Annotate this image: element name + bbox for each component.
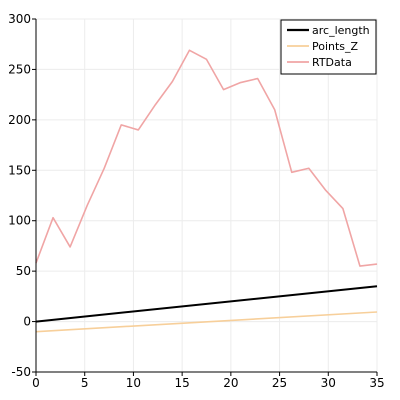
y-tick-label: 150 <box>8 163 31 177</box>
legend-label: arc_length <box>312 24 370 37</box>
x-tick-label: 20 <box>223 376 238 390</box>
x-tick-label: 35 <box>369 376 384 390</box>
x-tick-label: 10 <box>126 376 141 390</box>
series-line-arc-length <box>35 285 378 323</box>
y-tick-label: 0 <box>23 315 31 329</box>
x-tick-label: 0 <box>32 376 40 390</box>
axes <box>32 18 378 376</box>
y-tick-label: 300 <box>8 12 31 26</box>
legend: arc_length Points_Z RTData <box>280 19 377 75</box>
x-tick-label: 5 <box>81 376 89 390</box>
series-line-rtdata <box>35 49 378 267</box>
series-lines <box>35 49 378 333</box>
y-tick-label: 200 <box>8 113 31 127</box>
y-tick-label: 100 <box>8 214 31 228</box>
x-tick-label: 15 <box>175 376 190 390</box>
x-tick-label: 30 <box>321 376 336 390</box>
series-line-points-z <box>35 311 378 333</box>
y-tick-label: 50 <box>16 264 31 278</box>
y-tick-label: 250 <box>8 62 31 76</box>
x-tick-label: 25 <box>272 376 287 390</box>
legend-label: RTData <box>312 56 352 69</box>
grid <box>35 18 378 373</box>
y-tick-label: -50 <box>11 365 31 379</box>
legend-label: Points_Z <box>312 40 359 53</box>
